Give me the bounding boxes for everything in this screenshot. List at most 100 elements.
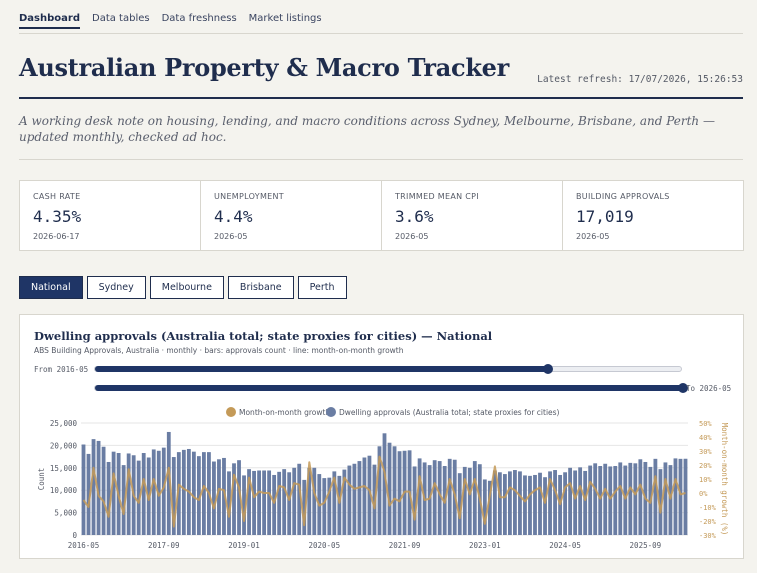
- kpi-date: 2026-06-17: [33, 232, 80, 241]
- range-from-handle[interactable]: [542, 364, 553, 374]
- x-tick-label: 2020-05: [308, 541, 340, 550]
- kpi-date: 2026-05: [576, 232, 610, 241]
- approval-bar: [257, 470, 261, 535]
- kpi-unemployment: UNEMPLOYMENT 4.4% 2026-05: [201, 181, 382, 250]
- approval-bar: [673, 458, 678, 535]
- approval-bar: [502, 474, 507, 535]
- approval-bar: [608, 466, 613, 535]
- chart-legend: Month-on-month growth Dwelling approvals …: [226, 407, 560, 417]
- kpi-building-approvals: BUILDING APPROVALS 17,019 2026-05: [563, 181, 743, 250]
- kpi-cash-rate: CASH RATE 4.35% 2026-06-17: [20, 181, 201, 250]
- approval-bar: [201, 452, 206, 535]
- approval-bar: [86, 453, 91, 535]
- approval-bar: [151, 449, 156, 535]
- tab-national[interactable]: National: [19, 276, 83, 299]
- approval-bar: [437, 461, 442, 535]
- approval-bar: [603, 463, 608, 535]
- approval-bar: [638, 459, 643, 535]
- approval-bar: [377, 446, 382, 535]
- y2-tick-label: -20%: [699, 518, 717, 526]
- approval-bar: [217, 459, 221, 535]
- range-to-slider[interactable]: [94, 383, 688, 393]
- title-divider: [19, 97, 743, 99]
- approval-bar: [492, 470, 497, 535]
- approval-bar: [322, 478, 327, 535]
- nav-divider: [19, 33, 743, 34]
- approval-bar: [427, 465, 432, 535]
- nav-market-listings[interactable]: Market listings: [248, 13, 322, 24]
- approval-bar: [141, 453, 146, 535]
- tab-brisbane[interactable]: Brisbane: [227, 276, 294, 299]
- range-to-label: To 2026-05: [686, 384, 732, 393]
- page-title: Australian Property & Macro Tracker: [19, 53, 509, 82]
- x-tick-label: 2025-09: [630, 541, 662, 550]
- nav-data-freshness[interactable]: Data freshness: [161, 13, 237, 24]
- approval-bar: [583, 470, 588, 535]
- approval-bar: [81, 444, 86, 535]
- approval-bar: [111, 451, 116, 535]
- range-to-handle[interactable]: [678, 383, 688, 393]
- chart-panel: Dwelling approvals (Australia total; sta…: [19, 314, 744, 559]
- approval-bar: [327, 477, 332, 535]
- y2-tick-label: -30%: [699, 532, 717, 540]
- approval-bar: [91, 439, 96, 535]
- kpi-date: 2026-05: [395, 232, 429, 241]
- approval-bar: [307, 467, 312, 535]
- kpi-date: 2026-05: [214, 232, 248, 241]
- approval-bar: [412, 466, 417, 535]
- top-nav: Dashboard Data tables Data freshness Mar…: [19, 13, 322, 29]
- y2-tick-label: 50%: [699, 420, 712, 428]
- range-to-fill: [95, 385, 683, 391]
- legend-growth-label: Month-on-month growth: [239, 408, 330, 417]
- approval-bar: [548, 471, 552, 535]
- kpi-label: BUILDING APPROVALS: [576, 192, 670, 201]
- approval-bar: [658, 469, 663, 535]
- approval-bar: [518, 471, 522, 535]
- approval-bar: [342, 469, 347, 535]
- approval-bar: [588, 465, 593, 535]
- tab-sydney[interactable]: Sydney: [86, 276, 146, 299]
- approval-bar: [237, 460, 241, 535]
- tab-melbourne[interactable]: Melbourne: [149, 276, 224, 299]
- x-tick-label: 2017-09: [148, 541, 180, 550]
- nav-dashboard[interactable]: Dashboard: [19, 13, 80, 29]
- range-from-label: From 2016-05: [34, 365, 89, 374]
- range-from-slider[interactable]: [94, 364, 682, 374]
- kpi-value: 4.35%: [33, 207, 82, 226]
- approval-bar: [613, 466, 618, 535]
- x-tick-label: 2024-05: [549, 541, 581, 550]
- growth-line: [82, 455, 686, 528]
- kpi-label: CASH RATE: [33, 192, 81, 201]
- intro-note: A working desk note on housing, lending,…: [19, 114, 715, 144]
- y-tick-label: 25,000: [50, 419, 78, 428]
- approval-bar: [472, 461, 477, 535]
- y2-tick-label: 30%: [699, 448, 712, 456]
- approval-bar: [578, 467, 583, 535]
- approval-bar: [543, 477, 547, 535]
- approval-bar: [683, 458, 688, 535]
- approval-bar: [497, 472, 502, 535]
- y2-tick-label: 10%: [699, 476, 712, 484]
- nav-data-tables[interactable]: Data tables: [92, 13, 150, 24]
- y2-tick-label: 0%: [699, 490, 708, 498]
- legend-approvals-label: Dwelling approvals (Australia total; sta…: [339, 408, 560, 417]
- approval-bar: [101, 446, 106, 535]
- approval-bar: [292, 467, 297, 535]
- y2-tick-label: -10%: [699, 504, 717, 512]
- y-axis-label: Count: [37, 468, 46, 491]
- approval-bar: [563, 472, 568, 535]
- approval-bar: [487, 480, 492, 535]
- approval-bar: [663, 462, 668, 535]
- approval-bar: [482, 479, 487, 535]
- approval-bar: [508, 471, 512, 535]
- approval-bar: [302, 479, 307, 535]
- approval-bar: [387, 442, 392, 535]
- approval-bar: [297, 463, 302, 535]
- y2-tick-label: 20%: [699, 462, 712, 470]
- approval-bar: [668, 465, 673, 535]
- tab-perth[interactable]: Perth: [297, 276, 347, 299]
- approval-bar: [267, 470, 272, 535]
- approval-bar: [312, 467, 317, 535]
- approval-bar: [136, 460, 141, 535]
- approval-bar: [227, 471, 231, 535]
